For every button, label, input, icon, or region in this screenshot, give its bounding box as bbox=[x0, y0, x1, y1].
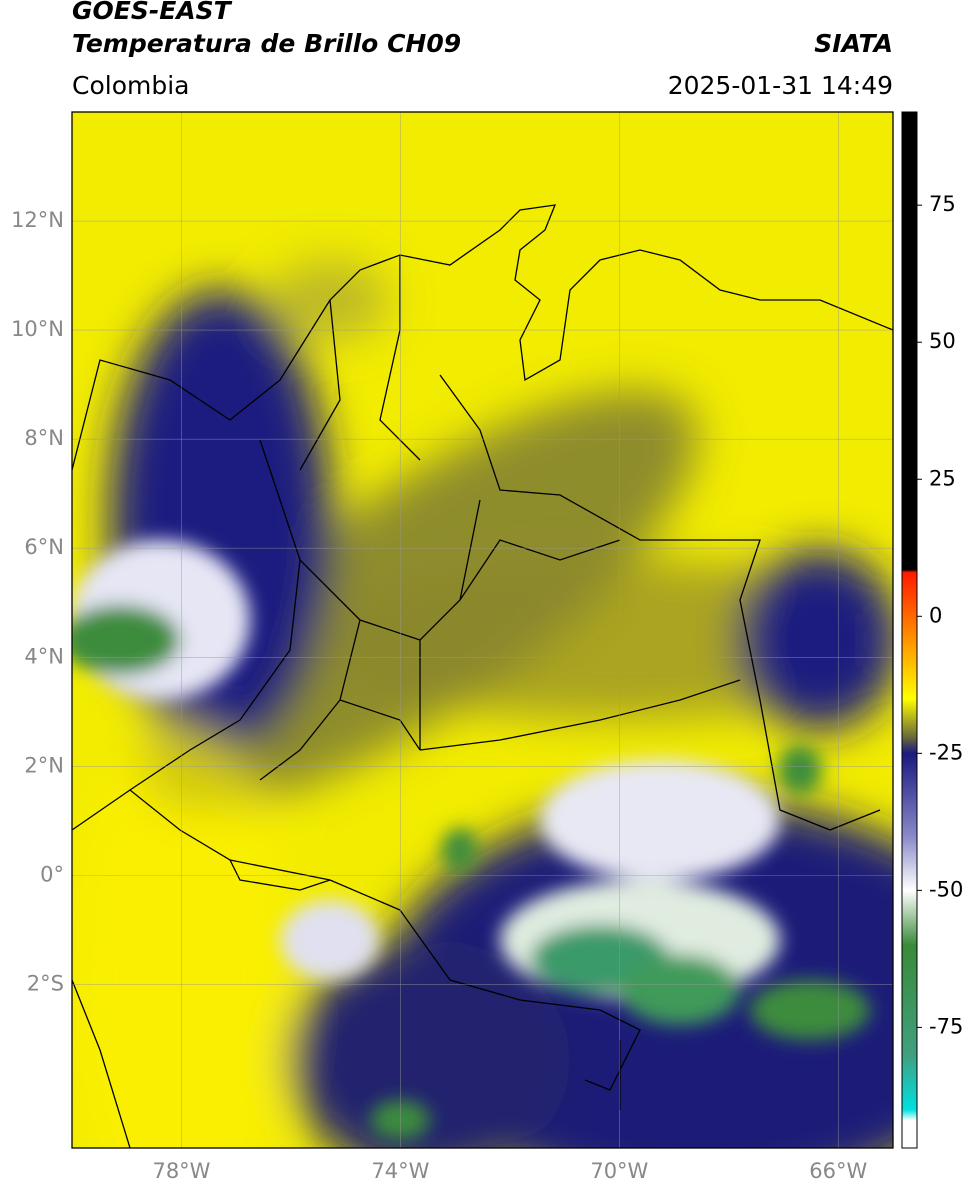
department-borders bbox=[259, 255, 621, 781]
satellite: GOES-EAST bbox=[72, 0, 233, 25]
ecuador-border bbox=[72, 789, 331, 1148]
product: Temperatura de Brillo CH09 bbox=[72, 29, 461, 58]
coastline bbox=[72, 204, 893, 471]
colorbar-tick-label: 25 bbox=[929, 466, 956, 490]
colorbar-tick-label: -75 bbox=[929, 1014, 963, 1038]
lon-tick-label: 74°W bbox=[371, 1159, 429, 1183]
lon-tick-label: 70°W bbox=[590, 1159, 648, 1183]
colombia-border bbox=[129, 374, 881, 1110]
lat-tick-label: 2°N bbox=[24, 753, 64, 777]
map-frame bbox=[71, 111, 894, 1149]
lat-tick-label: 2°S bbox=[27, 971, 64, 995]
lon-tick-label: 78°W bbox=[152, 1159, 210, 1183]
lat-tick-label: 8°N bbox=[24, 426, 64, 450]
satellite-image bbox=[72, 112, 893, 1148]
colorbar-tick-label: -50 bbox=[929, 877, 963, 901]
lat-tick-label: 4°N bbox=[24, 644, 64, 668]
datetime: 2025-01-31 14:49 bbox=[668, 71, 893, 100]
colorbar bbox=[901, 111, 918, 1149]
region: Colombia bbox=[72, 71, 189, 100]
lat-tick-label: 12°N bbox=[11, 208, 64, 232]
lat-tick-label: 0° bbox=[40, 862, 64, 886]
lat-tick-label: 10°N bbox=[11, 317, 64, 341]
colorbar-tick-label: -25 bbox=[929, 740, 963, 764]
source: SIATA bbox=[814, 29, 893, 58]
lon-tick-label: 66°W bbox=[809, 1159, 867, 1183]
lat-tick-label: 6°N bbox=[24, 535, 64, 559]
colorbar-tick-label: 0 bbox=[929, 603, 942, 627]
colorbar-tick-label: 50 bbox=[929, 329, 956, 353]
colorbar-tick-label: 75 bbox=[929, 192, 956, 216]
